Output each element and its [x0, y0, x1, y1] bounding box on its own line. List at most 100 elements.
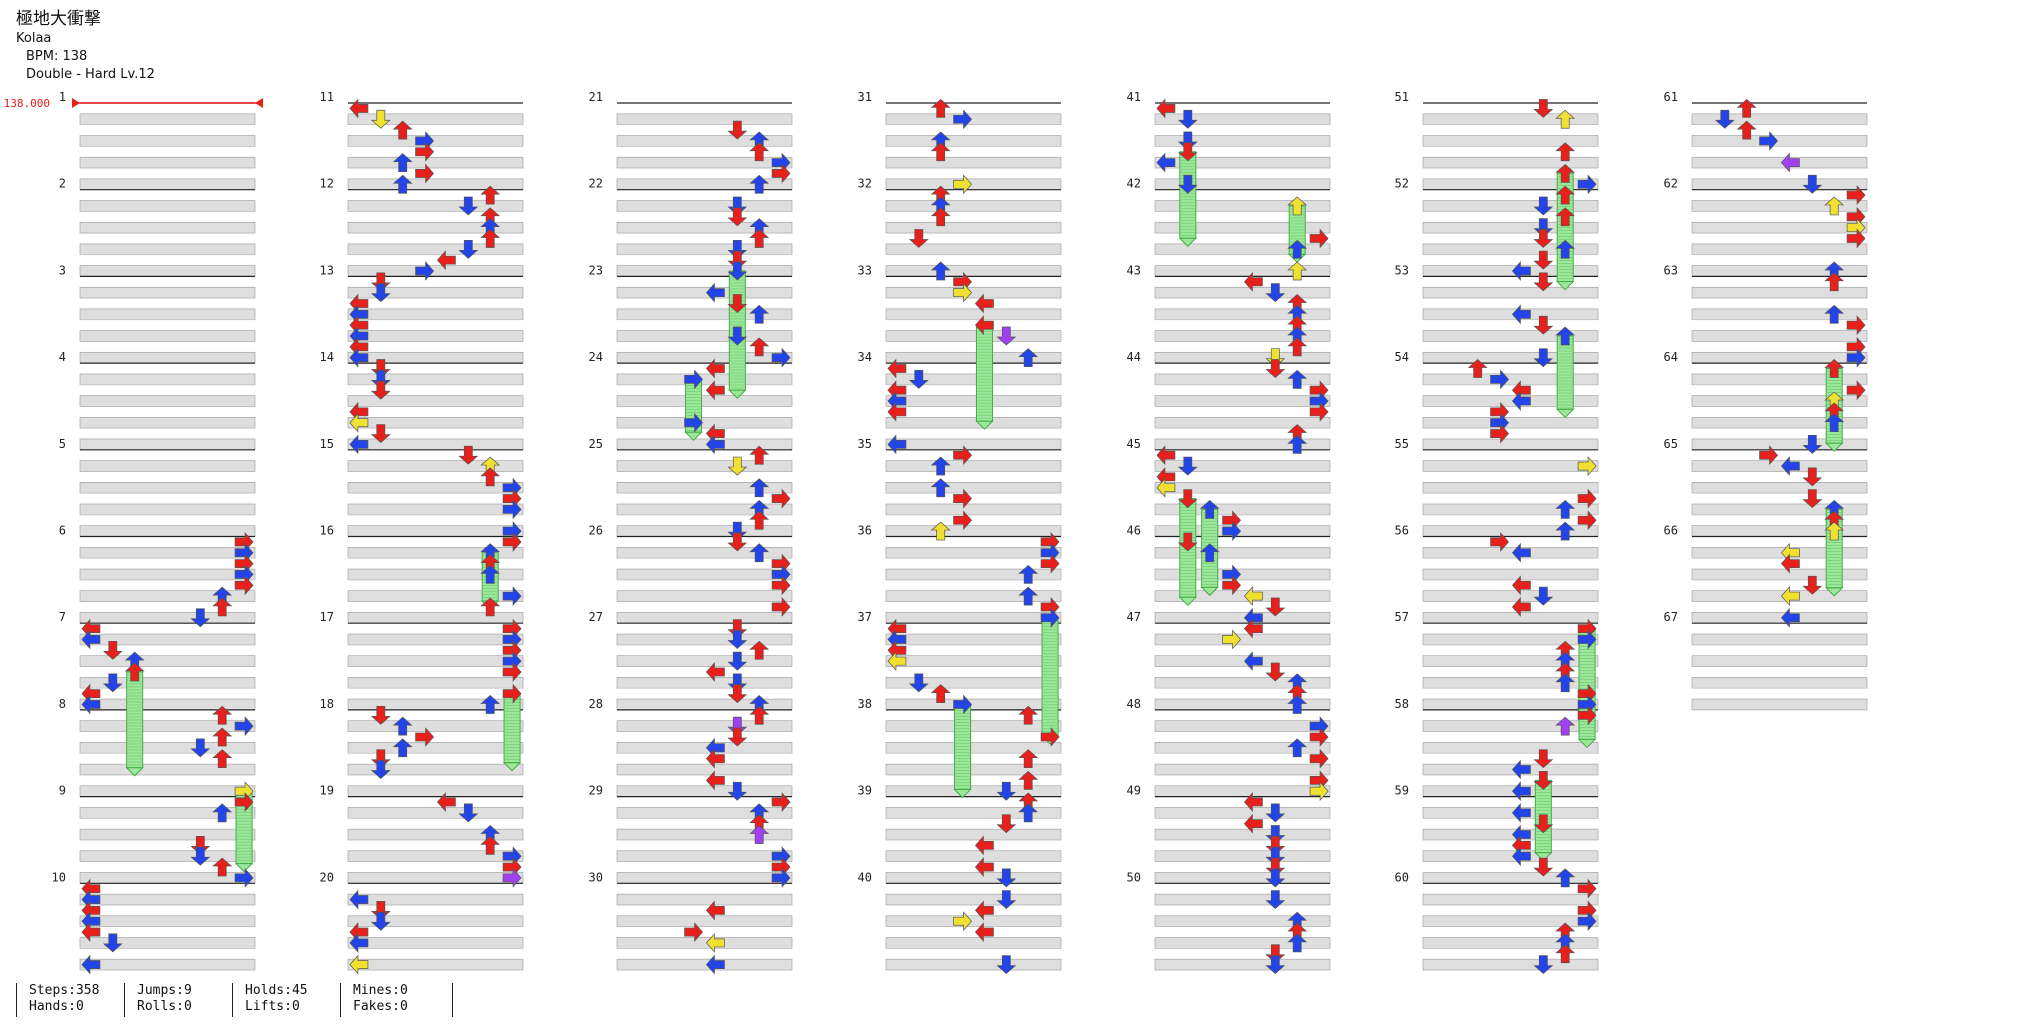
- arrow-shape: [1018, 564, 1039, 584]
- arrow-left-icon: [436, 250, 456, 271]
- arrow-left-icon: [349, 434, 369, 455]
- arrow-down-icon: [190, 836, 211, 855]
- beat-band: [1154, 807, 1331, 819]
- arrow-right-icon: [1222, 629, 1242, 650]
- beat-band: [885, 286, 1062, 299]
- arrow-shape: [458, 445, 479, 465]
- arrow-left-icon: [1243, 618, 1263, 639]
- arrow-shape: [1018, 586, 1039, 606]
- beat-band: [885, 590, 1062, 602]
- arrow-right-icon: [502, 846, 522, 867]
- arrow-left-icon: [349, 347, 369, 368]
- arrow-shape: [1243, 271, 1263, 292]
- arrow-shape: [930, 684, 951, 703]
- measure-number: 24: [589, 350, 603, 364]
- arrow-shape: [930, 456, 951, 476]
- arrow-left-icon: [81, 911, 101, 932]
- arrow-up-icon: [124, 662, 145, 682]
- beat-band: [885, 742, 1062, 754]
- arrow-shape: [1287, 369, 1308, 389]
- arrow-shape: [1533, 857, 1554, 877]
- arrow-up-icon: [749, 705, 770, 725]
- beat-band: [1154, 850, 1331, 862]
- arrow-up-icon: [1555, 868, 1576, 888]
- arrow-shape: [974, 835, 994, 856]
- arrow-shape: [705, 434, 725, 455]
- arrow-shape: [1780, 456, 1800, 476]
- arrow-up-icon: [1824, 196, 1845, 216]
- beat-band: [616, 286, 793, 299]
- arrow-right-icon: [1577, 456, 1597, 476]
- arrow-down-icon: [727, 250, 748, 270]
- arrow-shape: [1287, 695, 1308, 714]
- arrow-shape: [1846, 185, 1866, 206]
- beat-band: [616, 308, 793, 321]
- beat-band: [79, 351, 256, 364]
- arrow-shape: [1177, 489, 1198, 509]
- measure-number: 26: [589, 524, 603, 538]
- beat-band: [1154, 265, 1331, 277]
- arrow-shape: [1040, 542, 1060, 563]
- arrow-left-icon: [1243, 792, 1263, 812]
- beat-band: [1691, 200, 1868, 212]
- arrow-down-icon: [1265, 359, 1286, 378]
- arrow-shape: [370, 272, 391, 292]
- arrow-left-icon: [705, 770, 725, 791]
- arrow-shape: [370, 370, 391, 389]
- beat-band: [1154, 373, 1331, 386]
- arrow-shape: [1533, 250, 1554, 270]
- arrow-down-icon: [370, 380, 391, 400]
- arrow-shape: [502, 531, 522, 552]
- beat-band: [1154, 438, 1331, 451]
- beat-band: [347, 807, 524, 819]
- arrow-shape: [212, 705, 233, 725]
- beat-band: [347, 763, 524, 776]
- arrow-shape: [1511, 542, 1531, 563]
- arrow-shape: [1511, 597, 1531, 617]
- arrow-shape: [190, 608, 211, 628]
- arrow-left-icon: [1243, 271, 1263, 292]
- beat-band: [347, 373, 524, 386]
- arrow-shape: [727, 716, 748, 736]
- arrow-shape: [727, 673, 748, 693]
- arrow-down-icon: [1265, 825, 1286, 844]
- arrow-right-icon: [234, 867, 254, 888]
- arrow-left-icon: [1511, 304, 1531, 325]
- arrow-shape: [480, 597, 501, 617]
- beat-band: [1154, 633, 1331, 646]
- arrow-shape: [1309, 391, 1329, 411]
- arrow-up-icon: [1824, 413, 1845, 433]
- arrow-shape: [771, 488, 791, 509]
- arrow-shape: [727, 521, 748, 541]
- arrow-shape: [81, 629, 101, 650]
- measure-number: 1: [59, 90, 66, 104]
- measure-number: 44: [1127, 350, 1141, 364]
- arrow-shape: [908, 229, 929, 248]
- arrow-down-icon: [370, 272, 391, 292]
- arrow-right-icon: [1490, 369, 1510, 390]
- arrow-down-icon: [370, 424, 391, 444]
- arrow-shape: [1018, 705, 1039, 725]
- beat-band: [79, 742, 256, 754]
- arrow-shape: [887, 401, 907, 422]
- arrow-shape: [502, 477, 522, 498]
- arrow-shape: [749, 478, 770, 498]
- arrow-right-icon: [1759, 131, 1779, 151]
- arrow-right-icon: [1222, 575, 1242, 596]
- arrow-shape: [930, 142, 951, 162]
- beat-band: [885, 308, 1062, 321]
- beat-band: [79, 893, 256, 906]
- arrow-shape: [771, 347, 791, 368]
- arrow-left-icon: [349, 98, 369, 119]
- beat-band: [885, 330, 1062, 342]
- beat-band: [1154, 113, 1331, 125]
- arrow-shape: [727, 532, 748, 552]
- measure-number: 13: [320, 263, 334, 277]
- beat-band: [347, 286, 524, 299]
- arrow-shape: [502, 846, 522, 867]
- arrow-down-icon: [458, 196, 479, 216]
- beat-band: [79, 243, 256, 256]
- beat-band: [79, 612, 256, 624]
- arrow-up-icon: [1824, 304, 1845, 324]
- arrow-shape: [1824, 521, 1845, 541]
